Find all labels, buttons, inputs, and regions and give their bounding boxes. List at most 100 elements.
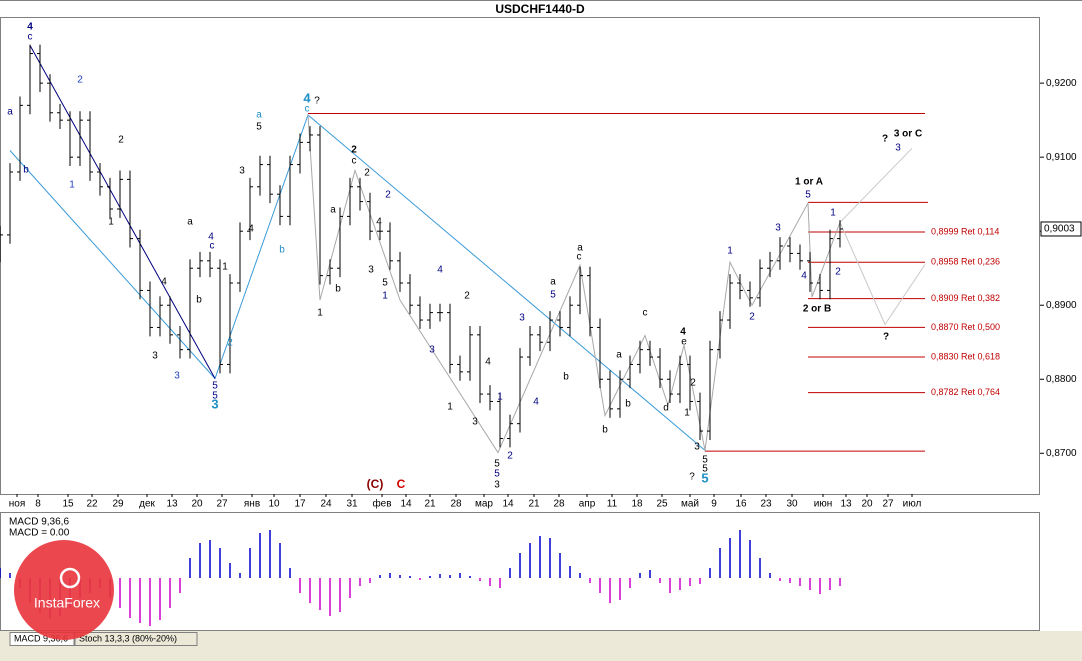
wave-label: 5 (256, 122, 262, 133)
x-tick-label: 24 (320, 499, 332, 510)
x-tick-label: 21 (528, 499, 540, 510)
x-tick-label: 29 (112, 499, 124, 510)
price-bar (227, 274, 233, 374)
wave-label: 4 (801, 271, 807, 282)
price-bar (617, 370, 623, 418)
price-bar (37, 44, 43, 93)
price-bar (317, 126, 323, 285)
y-tick-label: 0,9100 (1046, 152, 1077, 163)
wave-label: 1 (830, 208, 836, 219)
price-bar (347, 177, 353, 226)
x-tick-label: 20 (191, 499, 203, 510)
wave-label: 1 (684, 408, 690, 419)
price-bar (587, 266, 593, 337)
price-bar (207, 251, 213, 278)
tab[interactable] (74, 632, 198, 646)
wave-label: 2 (227, 338, 233, 349)
wave-label: 5 (494, 469, 500, 480)
price-bar (7, 163, 13, 244)
price-bar (167, 296, 173, 344)
x-tick-label: фев (372, 498, 391, 510)
x-tick-label: 27 (882, 499, 894, 510)
wave-label: 5 (494, 459, 500, 470)
wave-label: c (577, 252, 582, 263)
x-tick-label: 28 (450, 499, 462, 510)
wave-label: 3 or C (894, 129, 922, 140)
wave-label: 1 (497, 392, 503, 403)
price-bar (27, 44, 33, 115)
wave-label: 4 (161, 277, 167, 288)
wave-label: 1 (222, 262, 228, 273)
wave-label: b (196, 295, 202, 306)
price-bar (817, 274, 823, 300)
wave-label: a (330, 205, 336, 216)
wave-label: b (335, 284, 341, 295)
last-price-label: 0,9003 (1044, 224, 1075, 235)
x-tick-label: 30 (786, 499, 798, 510)
x-tick-label: 20 (861, 499, 873, 510)
price-bar (507, 414, 513, 448)
x-tick-label: 17 (294, 499, 306, 510)
price-bar (517, 348, 523, 433)
price-bar (447, 303, 453, 374)
price-bar (307, 126, 313, 152)
price-bar (557, 311, 563, 337)
price-bar (417, 296, 423, 329)
x-tick-label: 18 (631, 499, 643, 510)
price-bar (787, 237, 793, 263)
wave-label: 1 (108, 217, 114, 228)
price-bar (187, 259, 193, 359)
wave-line (839, 222, 926, 326)
price-bar (767, 251, 773, 278)
wave-label: 5 (212, 381, 218, 392)
wave-label: 5 (550, 290, 556, 301)
price-bar (137, 229, 143, 300)
y-tick-label: 0,9200 (1046, 78, 1077, 89)
price-bar (677, 355, 683, 403)
price-bar (827, 229, 833, 300)
price-bar (257, 155, 263, 196)
wave-label: a (187, 217, 193, 228)
price-bar (727, 274, 733, 329)
wave-label: 4 (376, 217, 382, 228)
price-bar (567, 296, 573, 337)
wave-label: 5 (382, 278, 388, 289)
wave-label: 4 (533, 397, 539, 408)
tab-label[interactable]: MACD 9,36,6 (14, 633, 68, 643)
wave-label: 1 (317, 308, 323, 319)
last-price-box (1040, 221, 1082, 237)
wave-label: ? (882, 134, 888, 145)
x-tick-label: дек (139, 499, 155, 510)
indicator-value: MACD = 0.00 (9, 528, 70, 539)
wave-label: 3 (152, 351, 158, 362)
x-tick-label: июн (814, 499, 833, 510)
tab-label[interactable]: Stoch 13,3,3 (80%-20%) (79, 633, 177, 643)
level-label: 0,8830 Ret 0,618 (931, 351, 1000, 361)
price-bar (297, 133, 303, 174)
wave-label: 3 (239, 166, 245, 177)
wave-label: a (577, 243, 583, 254)
price-bar (667, 370, 673, 403)
wave-label: 5 (702, 455, 708, 466)
price-bar (267, 155, 273, 204)
wave-label: d (663, 403, 669, 414)
price-bar (147, 281, 153, 337)
wave-label: a (7, 107, 13, 118)
wave-label: 3 (775, 223, 781, 234)
logo-icon (59, 567, 81, 589)
x-tick-label: 15 (62, 499, 74, 510)
wave-label: 1 (727, 246, 733, 257)
x-tick-label: 9 (711, 499, 717, 510)
logo-text: InstaForex (34, 595, 100, 611)
wave-label: 4 (27, 22, 33, 33)
price-bar (597, 318, 603, 389)
wave-label: c (210, 241, 215, 252)
price-bar (0, 226, 3, 263)
price-bar (247, 177, 253, 241)
level-label: 0,8909 Ret 0,382 (931, 293, 1000, 303)
price-bar (547, 311, 553, 352)
price-bar (637, 340, 643, 374)
price-bar (197, 251, 203, 278)
x-tick-label: 13 (166, 499, 178, 510)
wave-label: 3 (429, 345, 435, 356)
